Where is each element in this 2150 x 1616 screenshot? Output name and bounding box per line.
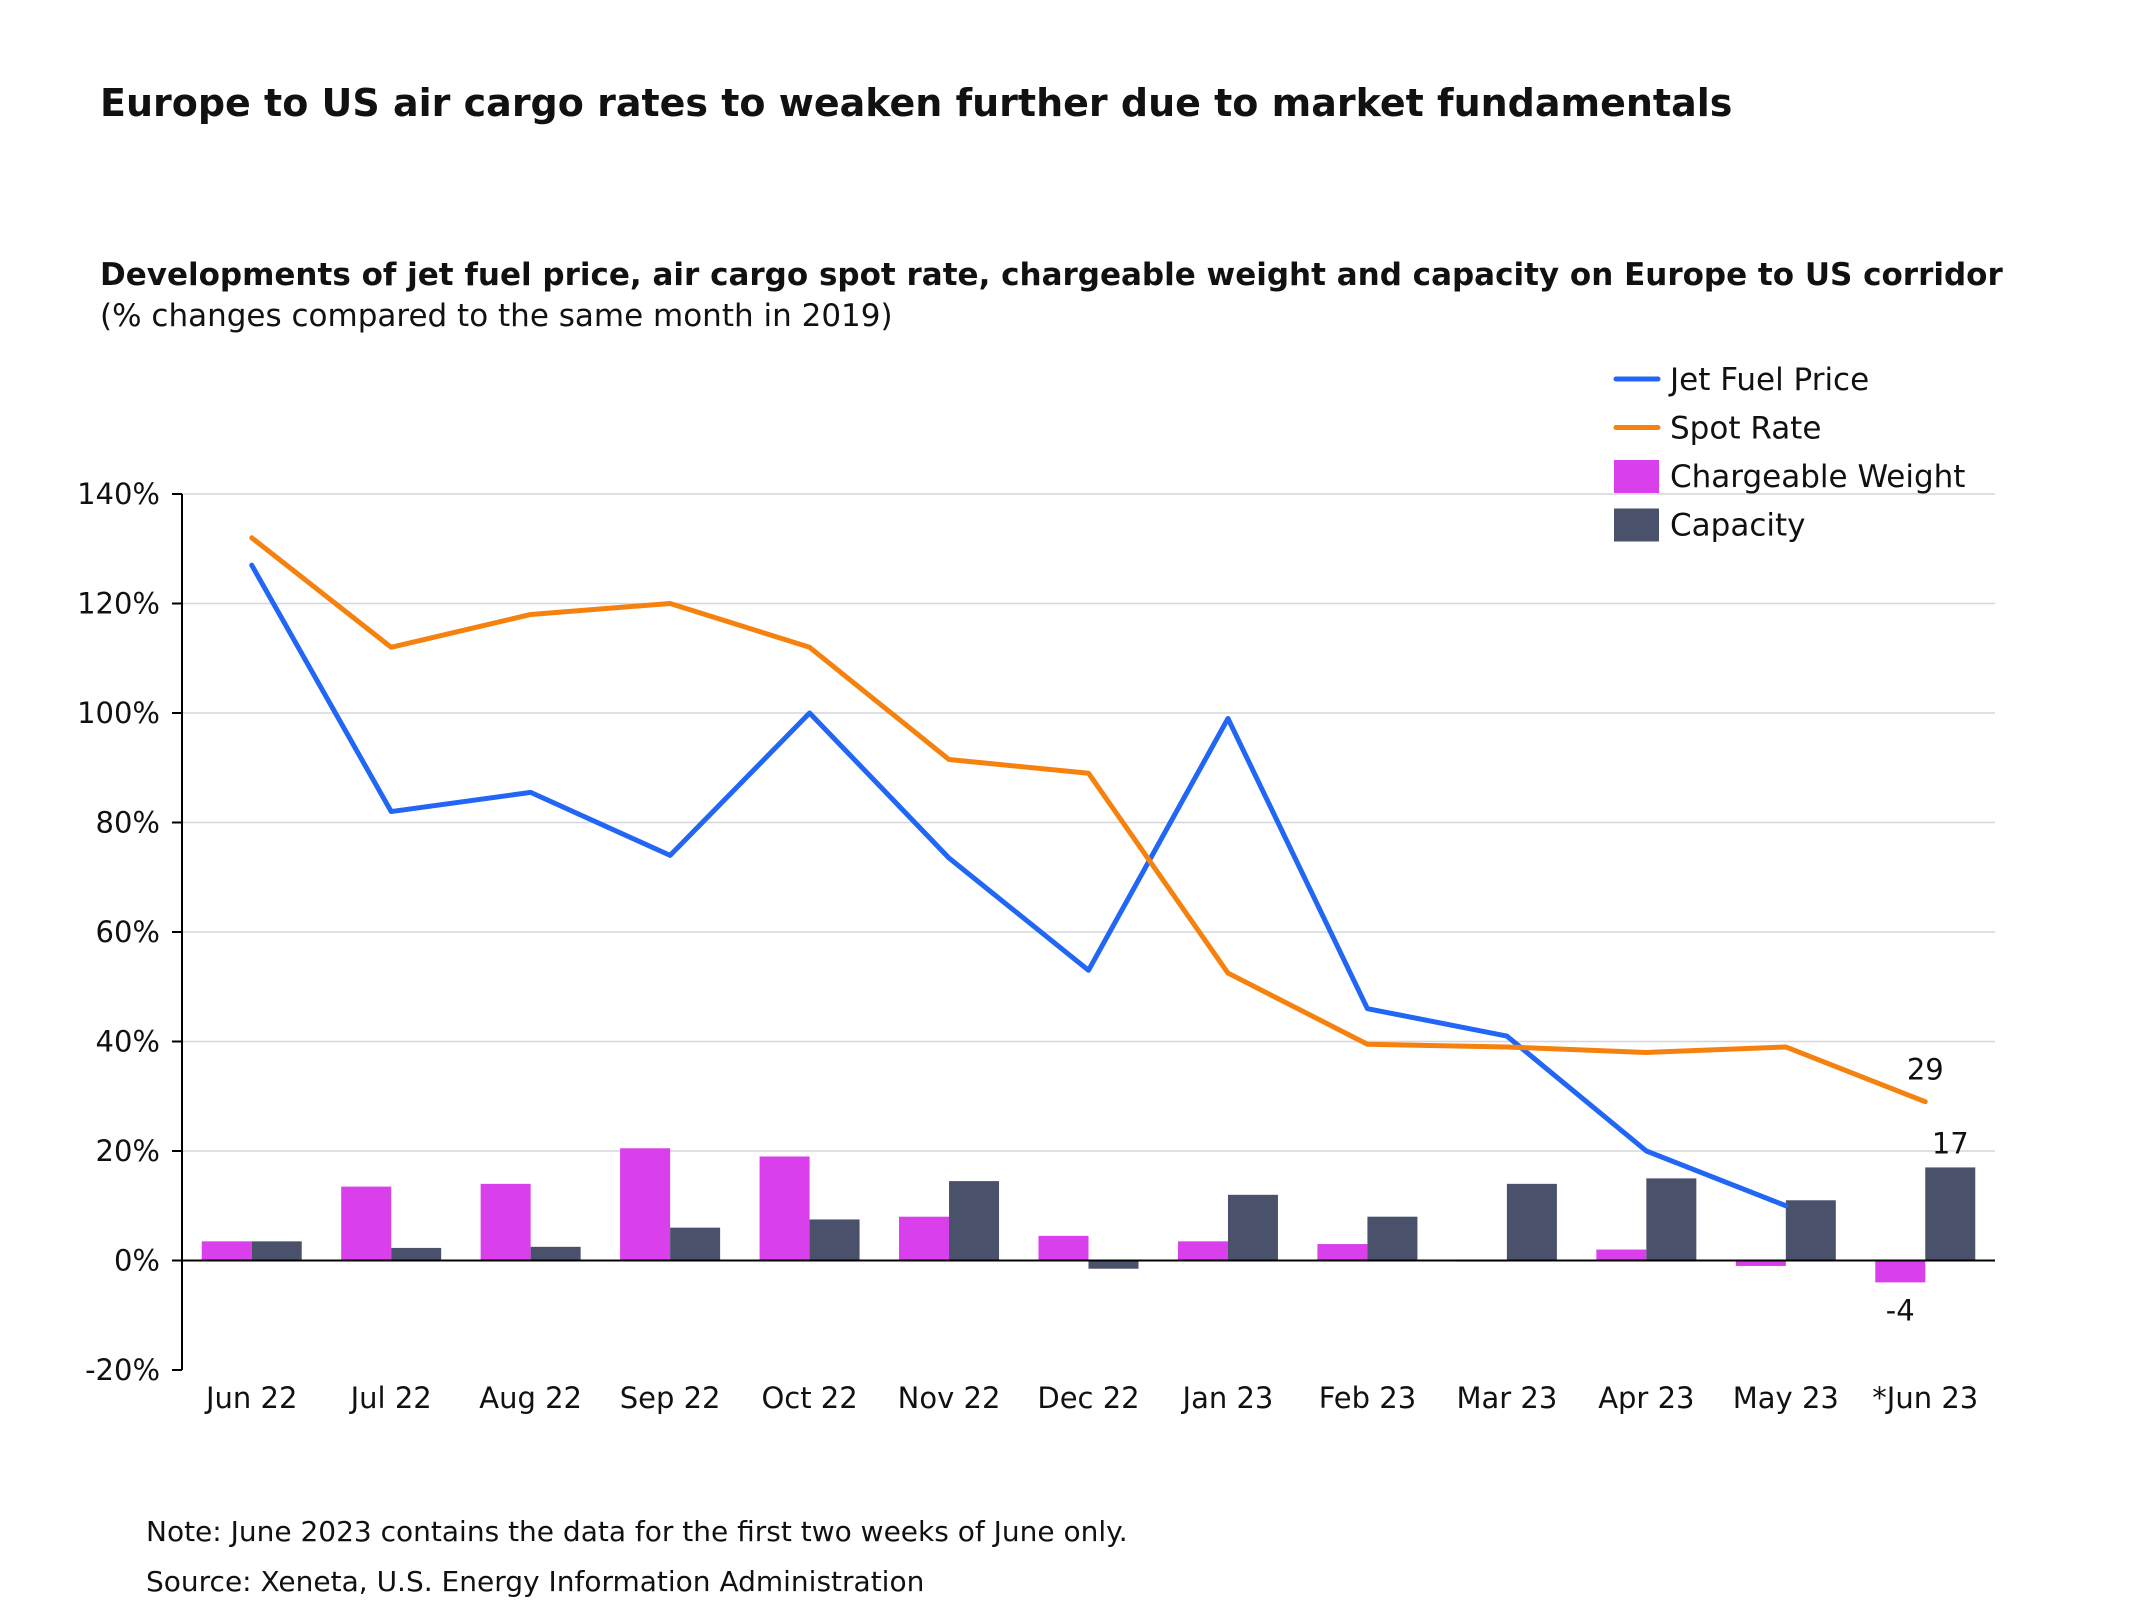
bar-chargeable-weight <box>1039 1236 1089 1261</box>
x-tick-label: Nov 22 <box>898 1381 1001 1415</box>
bar-capacity <box>252 1241 302 1260</box>
bar-capacity <box>1925 1167 1975 1260</box>
line-spot-rate <box>252 538 1926 1102</box>
bar-capacity <box>1507 1184 1557 1261</box>
legend-label-jet-fuel-price: Jet Fuel Price <box>1668 362 1869 398</box>
source-text: Source: Xeneta, U.S. Energy Information … <box>146 1565 924 1598</box>
legend-swatch-capacity <box>1614 509 1659 542</box>
bar-capacity <box>810 1219 860 1260</box>
chart-title: Europe to US air cargo rates to weaken f… <box>100 81 1732 125</box>
y-tick-label: 60% <box>96 915 160 949</box>
bar-capacity <box>531 1247 581 1261</box>
legend-label-capacity: Capacity <box>1670 508 1805 544</box>
bar-capacity <box>1367 1217 1417 1261</box>
bar-chargeable-weight <box>1596 1250 1646 1261</box>
data-label: 17 <box>1932 1126 1969 1160</box>
y-tick-label: 40% <box>96 1025 160 1059</box>
x-tick-label: Jan 23 <box>1181 1381 1274 1415</box>
bar-capacity <box>670 1228 720 1261</box>
x-tick-label: Sep 22 <box>620 1381 721 1415</box>
bar-capacity <box>1646 1178 1696 1260</box>
y-tick-label: 0% <box>114 1244 160 1278</box>
x-tick-label: Aug 22 <box>479 1381 582 1415</box>
bar-chargeable-weight <box>1178 1241 1228 1260</box>
bar-chargeable-weight <box>1875 1261 1925 1283</box>
x-tick-label: Dec 22 <box>1037 1381 1139 1415</box>
bar-chargeable-weight <box>341 1187 391 1261</box>
legend-label-spot-rate: Spot Rate <box>1670 411 1821 447</box>
bar-chargeable-weight <box>899 1217 949 1261</box>
x-tick-label: Mar 23 <box>1456 1381 1557 1415</box>
bar-chargeable-weight <box>1317 1244 1367 1260</box>
data-label: 29 <box>1907 1053 1944 1087</box>
bar-capacity <box>1089 1261 1139 1269</box>
y-tick-label: 80% <box>96 806 160 840</box>
line-jet-fuel-price <box>252 565 1786 1206</box>
x-tick-label: Jul 22 <box>349 1381 432 1415</box>
bar-chargeable-weight <box>760 1156 810 1260</box>
x-tick-label: Apr 23 <box>1598 1381 1694 1415</box>
data-label: -4 <box>1886 1293 1915 1327</box>
note-text: Note: June 2023 contains the data for th… <box>146 1515 1128 1548</box>
bar-capacity <box>949 1181 999 1260</box>
y-tick-label: -20% <box>85 1353 160 1387</box>
chart-subtitle: Developments of jet fuel price, air carg… <box>100 257 2003 293</box>
y-tick-label: 120% <box>77 587 160 621</box>
x-tick-label: Feb 23 <box>1319 1381 1416 1415</box>
y-tick-label: 100% <box>77 696 160 730</box>
bar-capacity <box>1786 1200 1836 1260</box>
x-tick-label: *Jun 23 <box>1872 1381 1978 1415</box>
chart-subtitle-note: (% changes compared to the same month in… <box>100 298 893 334</box>
bar-chargeable-weight <box>620 1148 670 1260</box>
legend-label-chargeable-weight: Chargeable Weight <box>1670 459 1965 495</box>
y-tick-label: 140% <box>77 477 160 511</box>
bar-chargeable-weight <box>202 1241 252 1260</box>
x-tick-label: Jun 22 <box>204 1381 297 1415</box>
bar-chargeable-weight <box>481 1184 531 1261</box>
bar-capacity <box>1228 1195 1278 1261</box>
legend-swatch-chargeable-weight <box>1614 460 1659 493</box>
x-tick-label: Oct 22 <box>761 1381 857 1415</box>
x-tick-label: May 23 <box>1733 1381 1839 1415</box>
y-tick-label: 20% <box>96 1134 160 1168</box>
bar-capacity <box>391 1248 441 1261</box>
